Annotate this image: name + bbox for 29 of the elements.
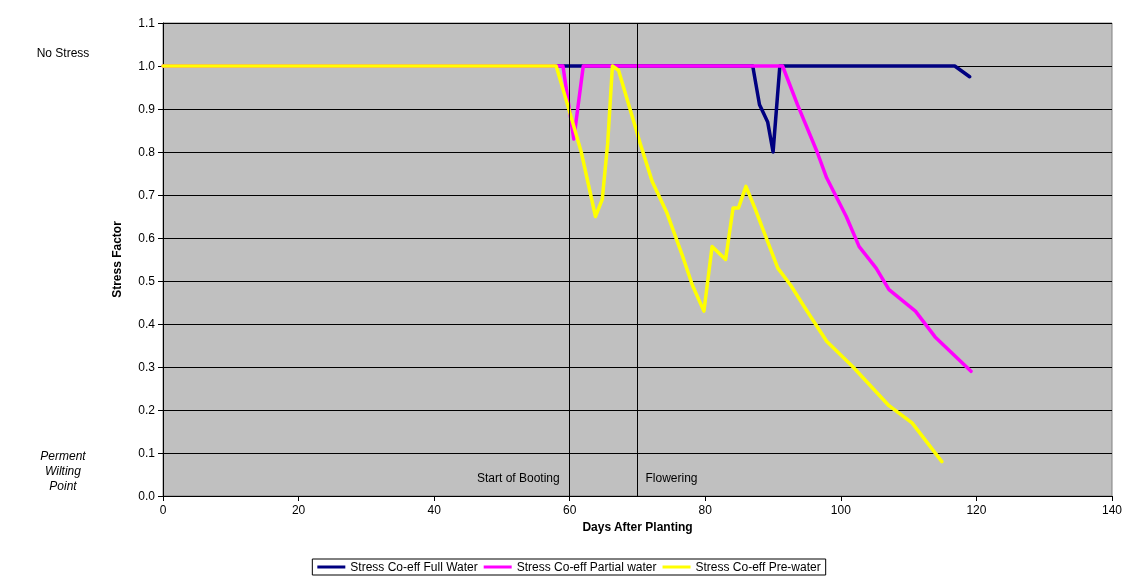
y-tick-label: 0.5 xyxy=(138,274,156,288)
x-tick-label: 120 xyxy=(966,503,987,517)
ref-line-label: Flowering xyxy=(645,471,698,485)
x-tick-label: 140 xyxy=(1101,503,1123,517)
y-tick-label: 1.1 xyxy=(138,16,156,30)
y-tick-label: 0.7 xyxy=(138,188,156,202)
x-tick-label: 80 xyxy=(698,503,713,517)
x-axis-title: Days After Planting xyxy=(582,519,693,534)
x-tick-label: 100 xyxy=(830,503,852,517)
y-tick-label: 0.9 xyxy=(138,102,156,116)
text: Perment Wilting Point xyxy=(40,449,87,493)
x-tick-label: 60 xyxy=(563,503,577,517)
y-tick-label: 0.3 xyxy=(138,360,156,374)
legend-label: Stress Co-eff Partial water xyxy=(516,560,657,574)
legend-label: Stress Co-eff Full Water xyxy=(350,560,478,574)
x-tick-label: 0 xyxy=(159,503,167,517)
y-tick-label: 0.2 xyxy=(138,403,156,417)
y-axis-title: Stress Factor xyxy=(110,220,124,298)
y-tick-label: 0.1 xyxy=(138,446,156,460)
y-tick-label: 0.4 xyxy=(138,317,156,331)
y-tick-label: 1.0 xyxy=(138,59,156,73)
y-tick-label: 0.8 xyxy=(138,145,156,159)
legend-label: Stress Co-eff Pre-water xyxy=(695,560,821,574)
text: No Stress xyxy=(36,46,90,60)
y-tick-label: 0.6 xyxy=(138,231,156,245)
ref-line-label: Start of Booting xyxy=(477,471,560,485)
y-tick-label: 0.0 xyxy=(138,489,156,503)
x-tick-label: 20 xyxy=(291,503,306,517)
x-tick-label: 40 xyxy=(427,503,442,517)
